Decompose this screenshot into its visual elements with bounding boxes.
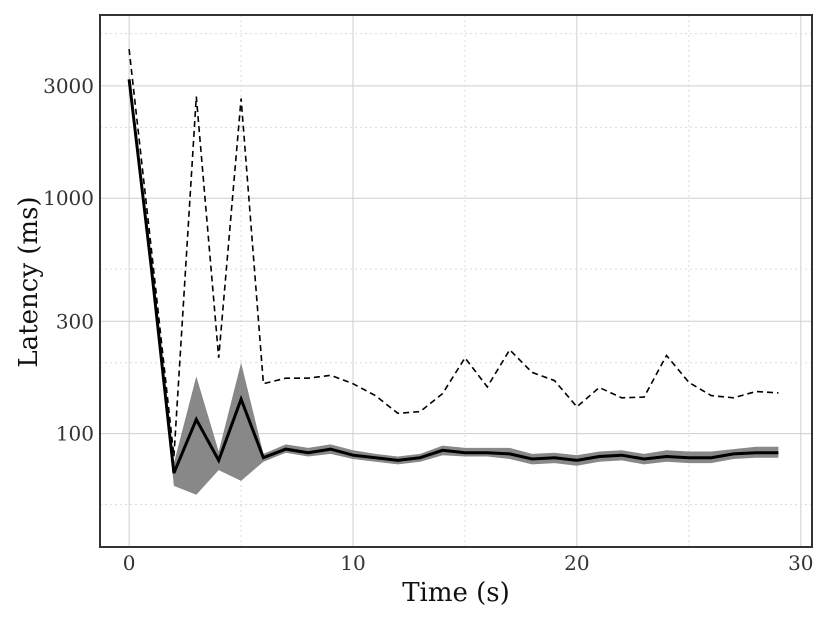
x-tick-label: 0	[123, 551, 136, 575]
y-tick-label: 300	[56, 309, 94, 333]
y-tick-labels: 100 300 1000 3000	[43, 74, 94, 446]
x-tick-labels: 0 10 20 30	[123, 551, 814, 575]
x-tick-label: 20	[564, 551, 589, 575]
dashed-series-line	[128, 49, 779, 457]
x-axis-title: Time (s)	[402, 578, 510, 608]
y-tick-label: 100	[56, 422, 94, 446]
y-axis-title: Latency (ms)	[14, 196, 44, 367]
series-lines	[127, 49, 779, 474]
grid-lines	[100, 15, 812, 547]
confidence-band	[129, 76, 779, 495]
y-tick-label: 3000	[43, 74, 94, 98]
series-band	[129, 76, 779, 495]
plot-frame	[99, 14, 813, 548]
y-tick-label: 1000	[43, 186, 94, 210]
x-tick-label: 10	[340, 551, 365, 575]
solid-series-line	[127, 79, 779, 474]
x-tick-label: 30	[788, 551, 813, 575]
